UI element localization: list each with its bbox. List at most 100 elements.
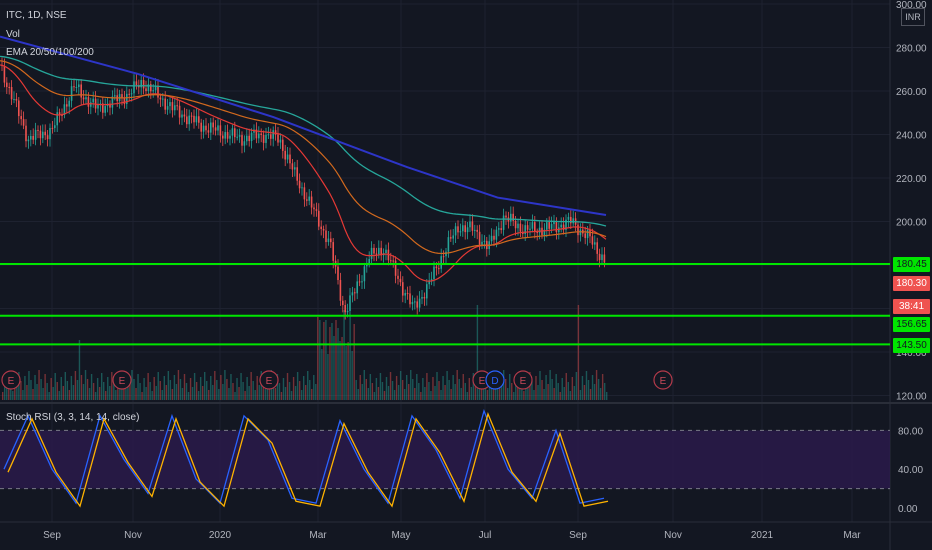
- volume-bar: [177, 370, 180, 400]
- volume-bar: [84, 370, 87, 400]
- volume-bar: [72, 385, 75, 400]
- candle-body: [390, 260, 392, 262]
- volume-bar: [4, 378, 6, 400]
- candle-body: [243, 141, 246, 146]
- volume-bar: [513, 392, 515, 400]
- volume-bar: [335, 320, 337, 400]
- volume-bar: [161, 390, 163, 400]
- candle-body: [44, 131, 46, 136]
- volume-bar: [317, 317, 319, 400]
- volume-bar: [276, 374, 279, 400]
- volume-bar: [256, 376, 258, 400]
- candle-body: [452, 235, 454, 239]
- volume-bar: [222, 384, 224, 400]
- candle-body: [397, 275, 399, 279]
- candle-body: [6, 82, 8, 87]
- volume-bar: [163, 376, 165, 400]
- volume-bar: [464, 383, 466, 400]
- volume-bar: [430, 391, 432, 400]
- candle-body: [126, 93, 128, 104]
- volume-bar: [159, 381, 161, 400]
- volume-bar: [531, 381, 533, 400]
- volume-bar: [66, 381, 69, 400]
- volume-bar: [171, 389, 174, 400]
- volume-bar: [535, 376, 537, 400]
- volume-bar: [119, 385, 121, 400]
- volume-bar: [545, 375, 547, 400]
- volume-bar: [173, 375, 176, 400]
- candle-body: [205, 125, 207, 131]
- volume-bar: [375, 378, 378, 400]
- volume-bar: [296, 372, 299, 400]
- volume-bar: [46, 383, 48, 400]
- volume-bars: [2, 305, 608, 400]
- volume-bar: [357, 389, 359, 400]
- price-tick-label: 240.00: [896, 130, 927, 141]
- volume-bar: [131, 370, 133, 400]
- candle-body: [241, 135, 243, 146]
- volume-bar: [416, 374, 418, 400]
- volume-bar: [517, 387, 519, 400]
- candle-body: [210, 122, 212, 133]
- volume-bar: [68, 390, 71, 400]
- price-tag-support-3: 143.50: [893, 338, 930, 353]
- candle-body: [462, 225, 464, 232]
- candle-body: [591, 236, 594, 245]
- volume-bar: [86, 379, 89, 400]
- volume-bar: [389, 372, 392, 400]
- candle-body: [58, 112, 61, 115]
- volume-bar: [145, 387, 147, 400]
- volume-bar: [30, 380, 32, 400]
- volume-bar: [533, 390, 535, 400]
- candle-body: [147, 84, 150, 92]
- volume-bar: [151, 391, 153, 400]
- volume-bar: [197, 391, 200, 400]
- event-marker: [112, 370, 132, 390]
- candle-body: [277, 134, 279, 143]
- candle-body: [351, 292, 354, 296]
- volume-bar: [111, 372, 113, 400]
- candle-body: [481, 241, 483, 245]
- volume-bar: [153, 377, 155, 400]
- candle-body: [459, 231, 462, 233]
- volume-bar: [179, 379, 182, 400]
- candle-body: [394, 260, 397, 276]
- volume-bar: [406, 375, 408, 400]
- candle-body: [433, 266, 435, 280]
- candle-body: [342, 300, 344, 306]
- candle-body: [344, 305, 346, 313]
- candle-body: [373, 247, 375, 254]
- volume-bar: [62, 386, 64, 400]
- volume-bar: [500, 384, 503, 400]
- candle-body: [214, 127, 217, 131]
- candle-body: [145, 88, 147, 92]
- volume-bar: [20, 381, 22, 400]
- volume-bar: [311, 389, 313, 400]
- candle-body: [154, 85, 157, 91]
- volume-bar: [125, 389, 127, 400]
- candle-body: [526, 225, 529, 230]
- volume-bar: [232, 383, 234, 400]
- candle-body: [512, 213, 514, 221]
- volume-bar: [470, 387, 473, 400]
- volume-bar: [175, 384, 178, 400]
- volume-bar: [557, 383, 559, 400]
- candle-body: [171, 102, 174, 111]
- stoch-tick-label: 0.00: [898, 504, 918, 515]
- candle-body: [385, 249, 387, 254]
- candle-body: [406, 293, 409, 295]
- candle-body: [27, 139, 30, 142]
- candle-body: [174, 105, 176, 111]
- volume-bar: [345, 346, 347, 400]
- candle-body: [361, 281, 363, 283]
- volume-bar: [193, 373, 196, 400]
- candle-body: [32, 135, 34, 140]
- candle-body: [39, 130, 42, 139]
- price-tag-countdown: 38:41: [893, 299, 930, 314]
- currency-button[interactable]: INR: [901, 8, 925, 26]
- volume-bar: [48, 392, 50, 400]
- candle-body: [534, 222, 536, 232]
- candle-body: [301, 187, 303, 189]
- volume-bar: [6, 387, 8, 400]
